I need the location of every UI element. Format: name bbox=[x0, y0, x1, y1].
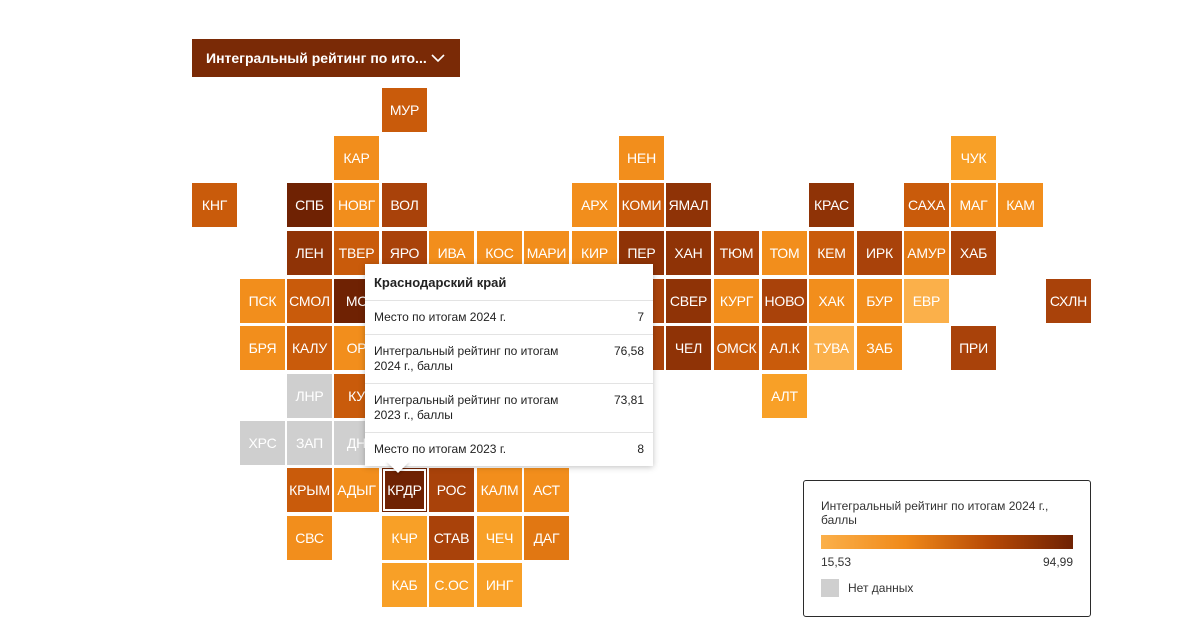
region-tile[interactable]: КАЛУ bbox=[287, 326, 332, 370]
region-tile[interactable]: КАБ bbox=[382, 563, 427, 607]
region-tile[interactable]: ОМСК bbox=[714, 326, 759, 370]
region-tile[interactable]: ТЮМ bbox=[714, 231, 759, 275]
no-data-label: Нет данных bbox=[848, 581, 914, 595]
region-tile[interactable]: КАЛМ bbox=[477, 468, 522, 512]
region-tile[interactable]: НЕН bbox=[619, 136, 664, 180]
tooltip-row-value: 76,58 bbox=[613, 344, 644, 358]
region-tile[interactable]: СХЛН bbox=[1046, 279, 1091, 323]
tooltip-row: Интегральный рейтинг по итогам 2023 г., … bbox=[365, 384, 653, 433]
tooltip-row-value: 8 bbox=[637, 442, 644, 456]
region-tile[interactable]: ЯМАЛ bbox=[666, 183, 711, 227]
region-tile[interactable]: МАРИ bbox=[524, 231, 569, 275]
region-tile[interactable]: КЕМ bbox=[809, 231, 854, 275]
legend-no-data: Нет данных bbox=[821, 579, 1073, 597]
region-tile[interactable]: НОВО bbox=[762, 279, 807, 323]
region-tile[interactable]: СПБ bbox=[287, 183, 332, 227]
region-tile[interactable]: КАР bbox=[334, 136, 379, 180]
region-tile[interactable]: ВОЛ bbox=[382, 183, 427, 227]
region-tile[interactable]: ПРИ bbox=[951, 326, 996, 370]
region-tile[interactable]: БУР bbox=[857, 279, 902, 323]
region-tile[interactable]: САХА bbox=[904, 183, 949, 227]
region-tile[interactable]: КАМ bbox=[998, 183, 1043, 227]
region-tile[interactable]: С.ОС bbox=[429, 563, 474, 607]
region-tile[interactable]: СВЕР bbox=[666, 279, 711, 323]
region-tile[interactable]: ЕВР bbox=[904, 279, 949, 323]
map-legend: Интегральный рейтинг по итогам 2024 г., … bbox=[803, 480, 1091, 617]
region-tile[interactable]: РОС bbox=[429, 468, 474, 512]
region-tile[interactable]: ХРС bbox=[240, 421, 285, 465]
region-tile[interactable]: КУРГ bbox=[714, 279, 759, 323]
legend-max: 94,99 bbox=[1042, 555, 1073, 569]
region-tile[interactable]: СМОЛ bbox=[287, 279, 332, 323]
tooltip-row-value: 7 bbox=[637, 310, 644, 324]
region-tile[interactable]: КОМИ bbox=[619, 183, 664, 227]
region-tile[interactable]: ЗАП bbox=[287, 421, 332, 465]
region-tile[interactable]: АЛ.К bbox=[762, 326, 807, 370]
region-tile[interactable]: СТАВ bbox=[429, 516, 474, 560]
tooltip-row: Интегральный рейтинг по итогам 2024 г., … bbox=[365, 335, 653, 384]
region-tile[interactable]: ХАК bbox=[809, 279, 854, 323]
region-tooltip: Краснодарский край Место по итогам 2024 … bbox=[365, 264, 653, 466]
region-tile[interactable]: КЧР bbox=[382, 516, 427, 560]
tooltip-title: Краснодарский край bbox=[365, 264, 653, 301]
region-tile[interactable]: КРЫМ bbox=[287, 468, 332, 512]
region-tile[interactable]: ИНГ bbox=[477, 563, 522, 607]
region-tile[interactable]: МУР bbox=[382, 88, 427, 132]
region-tile[interactable]: АДЫГ bbox=[334, 468, 379, 512]
tooltip-row: Место по итогам 2023 г. 8 bbox=[365, 433, 653, 466]
region-tile[interactable]: БРЯ bbox=[240, 326, 285, 370]
region-tile[interactable]: ЗАБ bbox=[857, 326, 902, 370]
tooltip-row-value: 73,81 bbox=[613, 393, 644, 407]
region-tile[interactable]: АЛТ bbox=[762, 374, 807, 418]
region-tile[interactable]: НОВГ bbox=[334, 183, 379, 227]
tooltip-row-label: Интегральный рейтинг по итогам 2024 г., … bbox=[374, 344, 559, 373]
region-tile[interactable]: АСТ bbox=[524, 468, 569, 512]
region-tile[interactable]: ХАН bbox=[666, 231, 711, 275]
region-tile[interactable]: ХАБ bbox=[951, 231, 996, 275]
legend-min: 15,53 bbox=[821, 555, 852, 569]
region-tile[interactable]: ЧЕЧ bbox=[477, 516, 522, 560]
region-tile[interactable]: СВС bbox=[287, 516, 332, 560]
region-tile[interactable]: КРАС bbox=[809, 183, 854, 227]
legend-title: Интегральный рейтинг по итогам 2024 г., … bbox=[821, 499, 1049, 527]
no-data-swatch bbox=[821, 579, 839, 597]
indicator-dropdown[interactable]: Интегральный рейтинг по ито... bbox=[192, 39, 460, 77]
tooltip-pointer bbox=[386, 461, 410, 473]
region-tile[interactable]: ИРК bbox=[857, 231, 902, 275]
tooltip-row: Место по итогам 2024 г. 7 bbox=[365, 301, 653, 335]
region-tile[interactable]: КРДР bbox=[382, 468, 427, 512]
region-tile[interactable]: АРХ bbox=[572, 183, 617, 227]
dropdown-label: Интегральный рейтинг по ито... bbox=[206, 50, 427, 66]
region-tile[interactable]: АМУР bbox=[904, 231, 949, 275]
region-tile[interactable]: ДАГ bbox=[524, 516, 569, 560]
region-tile[interactable]: ЛЕН bbox=[287, 231, 332, 275]
region-tile[interactable]: ТОМ bbox=[762, 231, 807, 275]
tooltip-row-label: Место по итогам 2023 г. bbox=[374, 442, 507, 456]
region-tile[interactable]: КНГ bbox=[192, 183, 237, 227]
region-tile[interactable]: ЛНР bbox=[287, 374, 332, 418]
region-tile[interactable]: МАГ bbox=[951, 183, 996, 227]
tooltip-row-label: Место по итогам 2024 г. bbox=[374, 310, 507, 324]
region-tile[interactable]: ЧУК bbox=[951, 136, 996, 180]
legend-color-scale bbox=[821, 535, 1073, 549]
region-tile[interactable]: ТУВА bbox=[809, 326, 854, 370]
chevron-down-icon bbox=[431, 54, 445, 63]
region-tile[interactable]: ЧЕЛ bbox=[666, 326, 711, 370]
tooltip-row-label: Интегральный рейтинг по итогам 2023 г., … bbox=[374, 393, 559, 422]
region-tile[interactable]: ПСК bbox=[240, 279, 285, 323]
